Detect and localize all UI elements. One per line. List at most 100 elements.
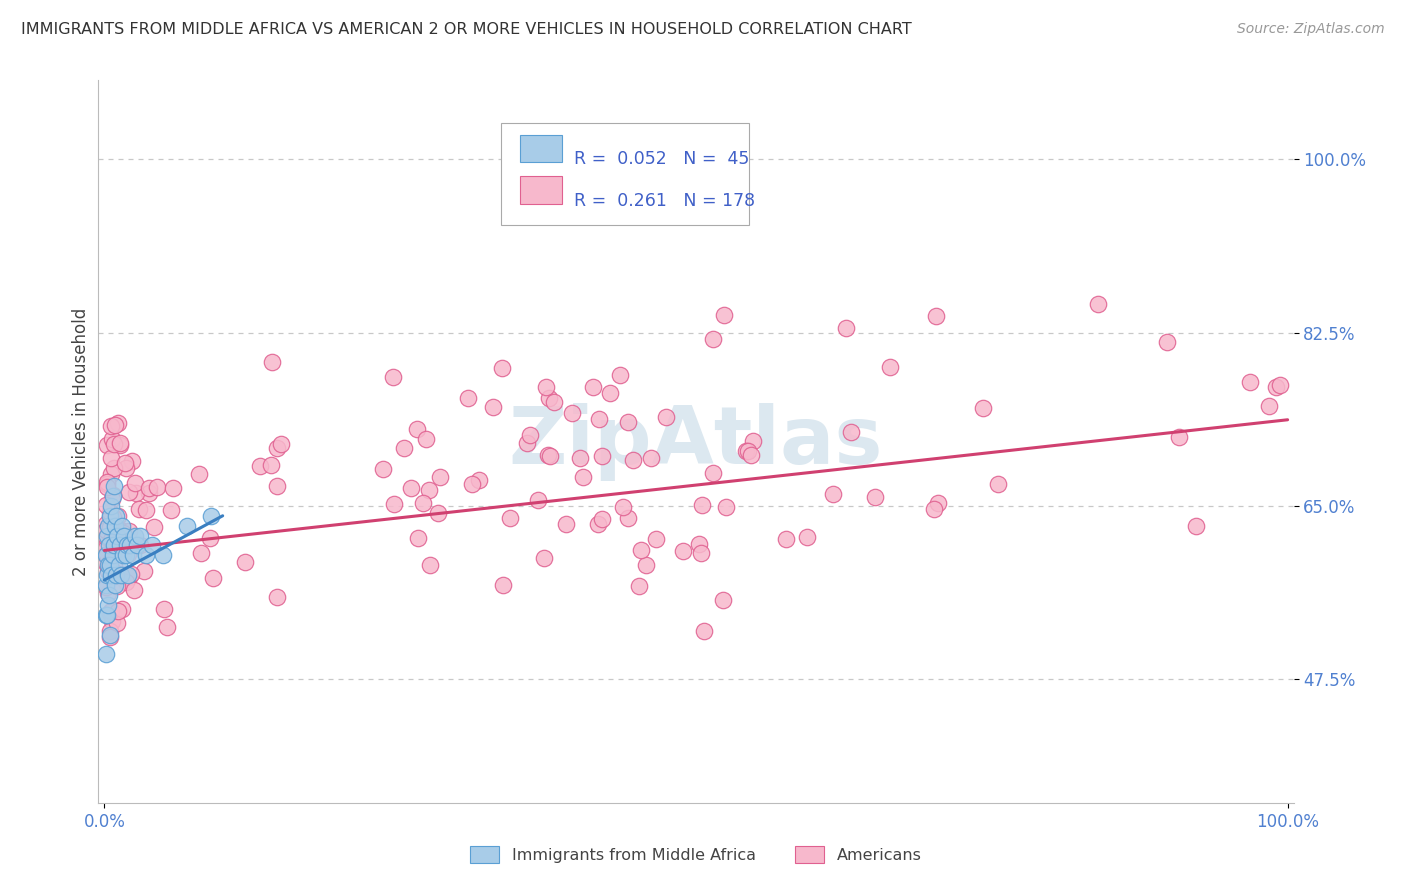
Point	[107, 416, 129, 430]
Point	[96, 480, 118, 494]
Point	[96, 477, 118, 491]
Point	[96, 528, 118, 542]
Point	[394, 442, 416, 456]
Point	[104, 418, 127, 433]
Point	[399, 481, 422, 495]
Point	[645, 532, 668, 546]
Point	[101, 492, 124, 507]
Point	[105, 528, 128, 542]
Point	[100, 568, 122, 582]
Point	[200, 508, 222, 523]
Point	[104, 531, 127, 545]
Point	[266, 479, 288, 493]
Point	[740, 449, 762, 463]
Point	[491, 360, 513, 375]
Point	[105, 568, 128, 582]
Text: R =  0.052   N =  45: R = 0.052 N = 45	[574, 150, 749, 168]
Point	[128, 501, 150, 516]
Point	[104, 578, 127, 592]
Point	[101, 489, 124, 503]
Point	[100, 604, 122, 618]
Point	[117, 568, 139, 582]
Point	[560, 406, 582, 420]
Point	[153, 601, 176, 615]
Point	[735, 444, 758, 458]
Point	[114, 549, 136, 563]
Point	[96, 547, 118, 561]
Point	[107, 534, 129, 549]
Point	[972, 401, 994, 416]
Point	[835, 321, 858, 335]
Point	[103, 461, 125, 475]
Point	[107, 604, 129, 618]
Point	[105, 615, 128, 630]
Point	[599, 386, 621, 401]
Point	[426, 506, 449, 520]
Point	[114, 528, 136, 542]
Point	[702, 332, 724, 346]
Point	[98, 607, 121, 621]
Point	[702, 466, 724, 480]
Point	[588, 412, 610, 426]
Point	[129, 538, 152, 552]
Point	[924, 309, 946, 323]
Point	[156, 619, 179, 633]
Point	[591, 512, 613, 526]
Point	[124, 528, 146, 542]
Point	[1268, 378, 1291, 392]
Point	[112, 549, 135, 563]
Point	[1239, 375, 1261, 389]
Point	[111, 518, 134, 533]
Point	[260, 355, 283, 369]
Point	[406, 532, 429, 546]
Point	[111, 524, 134, 539]
Point	[100, 526, 122, 541]
Point	[108, 435, 131, 450]
Point	[796, 530, 818, 544]
Point	[98, 510, 121, 524]
Point	[672, 543, 695, 558]
Point	[138, 486, 160, 500]
Point	[922, 502, 945, 516]
Point	[98, 627, 121, 641]
Point	[108, 438, 131, 452]
Point	[270, 437, 292, 451]
Point	[143, 520, 166, 534]
Point	[104, 518, 127, 533]
Point	[538, 391, 561, 405]
Point	[499, 510, 522, 524]
Point	[114, 456, 136, 470]
Point	[692, 499, 714, 513]
Point	[100, 467, 122, 481]
Point	[97, 558, 120, 573]
Point	[125, 485, 148, 500]
Point	[111, 525, 134, 540]
Point	[98, 539, 121, 553]
Point	[94, 648, 117, 662]
Point	[98, 505, 121, 519]
Point	[1156, 334, 1178, 349]
Point	[117, 547, 139, 561]
Point	[249, 459, 271, 474]
Point	[492, 578, 515, 592]
Point	[617, 415, 640, 429]
Point	[188, 467, 211, 481]
Point	[690, 546, 713, 560]
Point	[145, 481, 167, 495]
Point	[382, 497, 405, 511]
Text: R =  0.261   N = 178: R = 0.261 N = 178	[574, 192, 755, 210]
Point	[616, 510, 638, 524]
Point	[591, 449, 613, 463]
Legend: Immigrants from Middle Africa, Americans: Immigrants from Middle Africa, Americans	[470, 846, 922, 863]
Point	[100, 508, 122, 523]
Point	[628, 579, 651, 593]
Point	[98, 631, 121, 645]
Point	[655, 410, 678, 425]
Point	[100, 419, 122, 434]
Point	[693, 624, 716, 638]
Point	[412, 496, 434, 510]
Point	[586, 516, 609, 531]
Point	[100, 519, 122, 533]
Point	[100, 450, 122, 465]
Point	[415, 432, 437, 446]
